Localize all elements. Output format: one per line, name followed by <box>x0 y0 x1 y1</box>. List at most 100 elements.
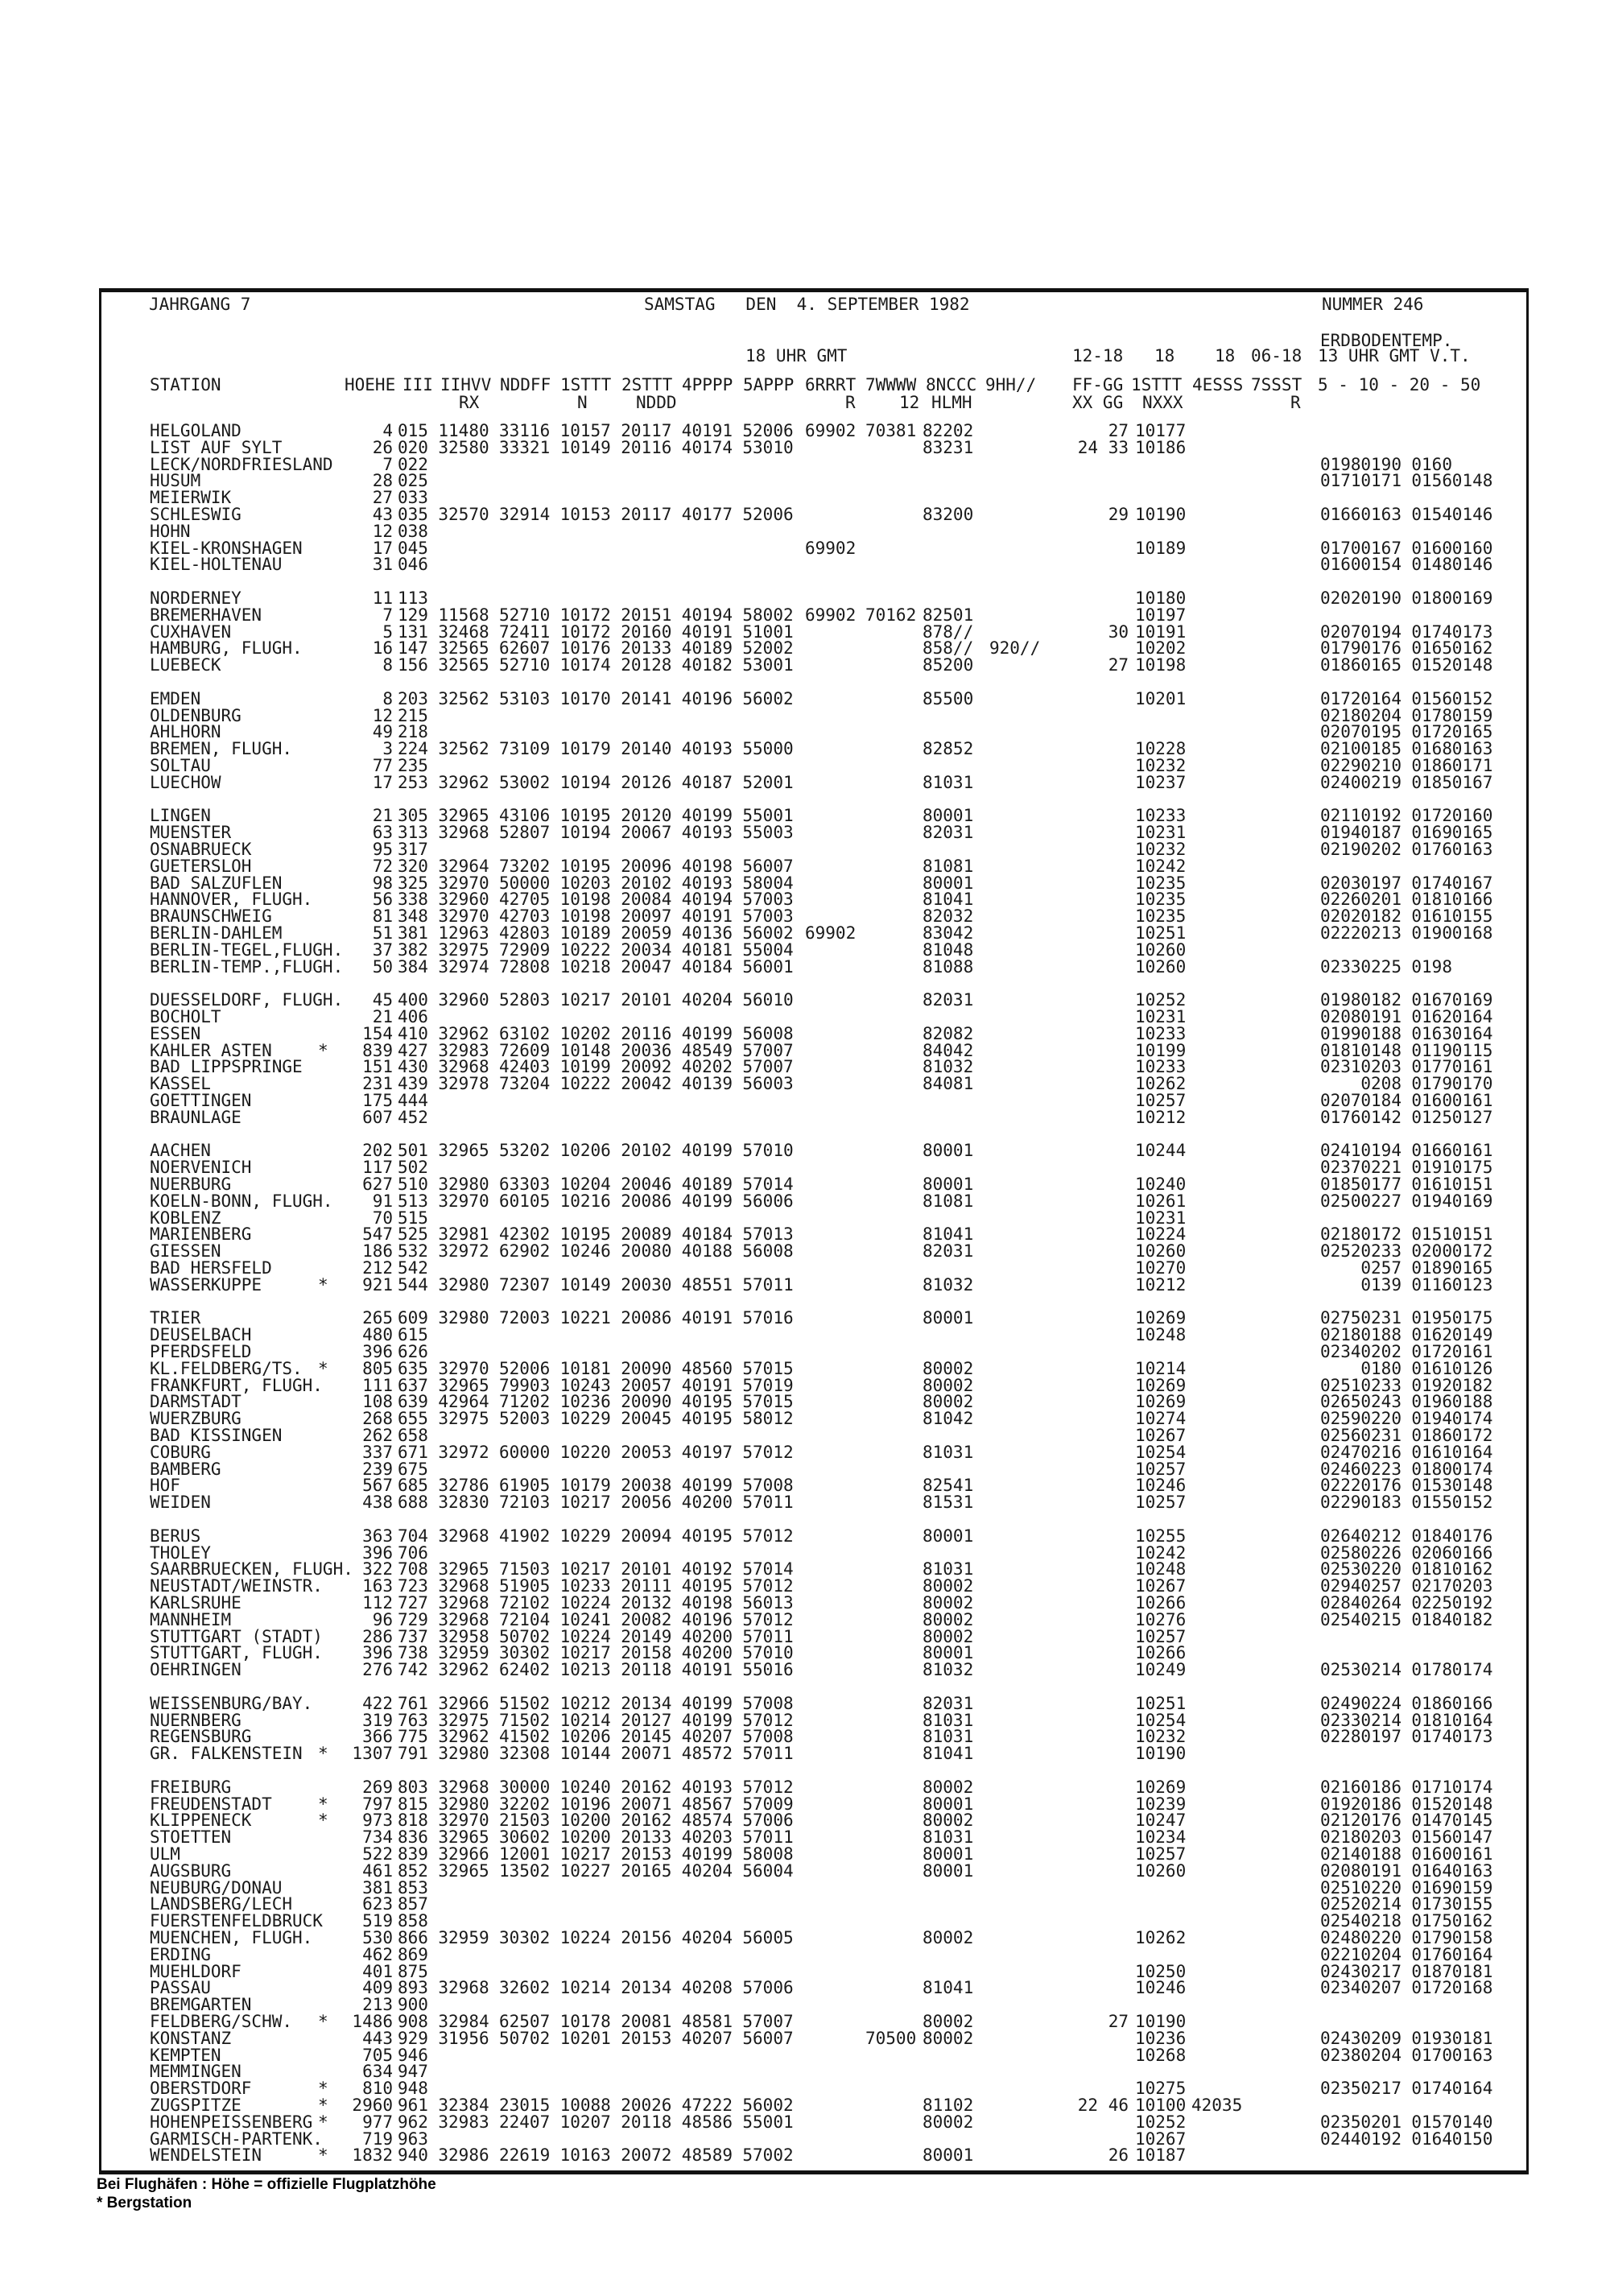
station-name: KL.FELDBERG/TS. <box>150 1358 303 1378</box>
station-height: 27 <box>372 488 393 508</box>
synop-group: 32966 <box>438 1693 489 1713</box>
synop-group: 40174 <box>681 437 733 457</box>
synop-group: 56005 <box>742 1928 794 1947</box>
table-row: NOERVENICH 117 502 0237 0221 0191 0175 <box>0 1159 1610 1176</box>
synop-group: 57006 <box>742 1978 794 1998</box>
soil-temp: 0218 <box>1320 1827 1361 1848</box>
soil-temp: 0162 <box>1411 1007 1452 1026</box>
soil-temp: 0252 <box>1320 1894 1361 1914</box>
synop-group: 58012 <box>742 1409 794 1429</box>
synop-group: 515 <box>398 1208 428 1228</box>
synop-group: 32960 <box>438 890 489 910</box>
table-row: THOLEY 396 706 10242 0258 0226 0206 0166 <box>0 1542 1610 1563</box>
synop-group: 20026 <box>621 2096 672 2115</box>
group-8nccc: 81032 <box>923 1274 974 1295</box>
synop-group: 32968 <box>438 1978 489 1998</box>
group-8nccc: 80002 <box>923 1626 974 1646</box>
synop-group: 685 <box>398 1476 428 1496</box>
soil-temp: 0148 <box>1451 655 1493 675</box>
synop-group: 253 <box>398 772 428 792</box>
soil-temp: 0170 <box>1411 2045 1452 2065</box>
synop-group: 55001 <box>742 806 794 826</box>
station-name: LUECHOW <box>150 772 221 792</box>
synop-group: 57012 <box>742 1576 794 1596</box>
group-8nccc: 81031 <box>923 1559 974 1580</box>
synop-group: 655 <box>398 1409 428 1429</box>
synop-group: 42803 <box>499 923 551 943</box>
col-7wwww-sub: 12 <box>899 393 920 412</box>
synop-group: 72808 <box>499 956 551 977</box>
synop-group: 444 <box>398 1091 428 1110</box>
synop-group: 52001 <box>742 772 794 792</box>
soil-temp: 0275 <box>1320 1308 1361 1328</box>
group-1sttt-18: 10201 <box>1135 688 1187 708</box>
group-4esss: 42035 <box>1191 2096 1243 2115</box>
station-height: 719 <box>362 2129 393 2149</box>
station-height: 212 <box>362 1258 393 1278</box>
group-8nccc: 80001 <box>923 1175 974 1194</box>
group-8nccc: 81081 <box>923 856 974 876</box>
synop-group: 32970 <box>438 1811 489 1831</box>
gust-ffgg: 30 <box>1108 621 1129 642</box>
station-height: 269 <box>362 1777 393 1797</box>
table-row: HELGOLAND 4 015 11480 33116 10157 20117 40191 52… <box>0 423 1610 440</box>
soil-temp: 0240 <box>1320 772 1361 792</box>
station-height: 51 <box>372 923 393 943</box>
synop-group: 40202 <box>681 1057 733 1077</box>
synop-group: 40196 <box>681 688 733 708</box>
soil-temp: 0209 <box>1360 2028 1402 2048</box>
station-height: 286 <box>362 1626 393 1646</box>
synop-group: 40199 <box>681 1023 733 1043</box>
soil-temp: 0123 <box>1451 1274 1493 1295</box>
table-row: GIESSEN 186 532 32972 62902 10246 20080 40188 56… <box>0 1243 1610 1260</box>
synop-group: 56002 <box>742 2096 794 2115</box>
synop-group: 40200 <box>681 1493 733 1513</box>
group-1sttt-18: 10190 <box>1135 505 1187 524</box>
col-p-1sttt: 1STTT <box>1131 375 1183 394</box>
soil-temp: 0171 <box>1320 471 1361 491</box>
synop-group: 10213 <box>559 1660 611 1680</box>
synop-group: 20046 <box>621 1175 672 1194</box>
soil-temp: 0151 <box>1451 1175 1493 1194</box>
soil-temp: 0256 <box>1320 1426 1361 1445</box>
soil-temp: 0228 <box>1320 1727 1361 1747</box>
synop-group: 20038 <box>621 1476 672 1496</box>
station-height: 634 <box>362 2062 393 2082</box>
synop-group: 10200 <box>559 1811 611 1831</box>
synop-group: 62507 <box>499 2012 551 2031</box>
synop-group: 10194 <box>559 772 611 792</box>
synop-group: 900 <box>398 1995 428 2015</box>
group-8nccc: 80001 <box>923 1526 974 1546</box>
table-row: TRIER 265 609 32980 72003 10221 20086 40191 5701… <box>0 1310 1610 1327</box>
soil-temp: 0185 <box>1360 739 1402 759</box>
soil-temp: 0195 <box>1411 1308 1452 1328</box>
soil-temp: 0148 <box>1451 471 1493 491</box>
soil-temp: 0221 <box>1320 1944 1361 1964</box>
synop-group: 63102 <box>499 1023 551 1043</box>
synop-group: 637 <box>398 1375 428 1395</box>
table-row: CUXHAVEN 5 131 32468 72411 10172 20160 40191 510… <box>0 621 1610 642</box>
col-2sttt-sub: NDDD <box>636 393 677 412</box>
synop-group: 20094 <box>621 1526 672 1546</box>
synop-group: 20084 <box>621 890 672 910</box>
soil-temp: 0254 <box>1320 1609 1361 1629</box>
station-height: 5 <box>382 621 393 642</box>
synop-group: 20118 <box>621 1660 672 1680</box>
soil-temp: 0251 <box>1320 1877 1361 1898</box>
soil-temp: 0244 <box>1320 2129 1361 2149</box>
soil-temp: 0176 <box>1451 1526 1493 1546</box>
synop-group: 72003 <box>499 1308 551 1328</box>
synop-group: 79903 <box>499 1375 551 1395</box>
synop-group: 940 <box>398 2145 428 2166</box>
soil-temp: 0163 <box>1451 840 1493 859</box>
station-name: ULM <box>150 1844 180 1864</box>
soil-temp: 0172 <box>1411 722 1452 742</box>
station-height: 7 <box>382 454 393 474</box>
synop-group: 215 <box>398 705 428 725</box>
synop-group: 58004 <box>742 873 794 893</box>
col-7ssst: 7SSST <box>1251 375 1302 394</box>
synop-group: 10233 <box>559 1576 611 1596</box>
synop-group: 10220 <box>559 1442 611 1462</box>
synop-group: 57009 <box>742 1794 794 1814</box>
station-height: 396 <box>362 1542 393 1563</box>
